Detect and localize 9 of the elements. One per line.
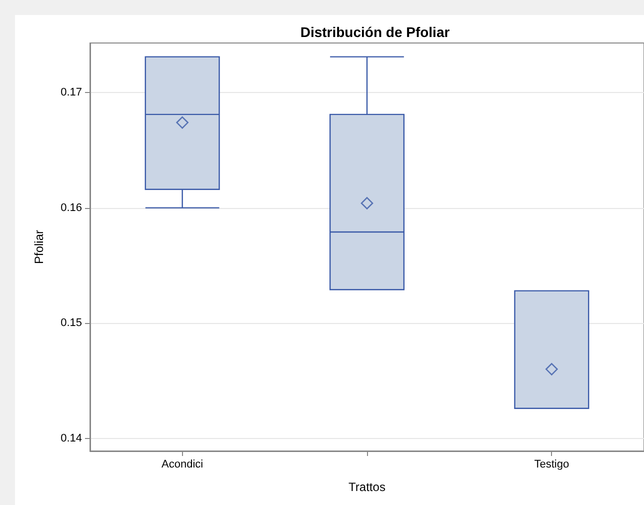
y-tick-label: 0.16 xyxy=(60,202,82,214)
y-axis-title: Pfoliar xyxy=(32,230,46,264)
x-tick-label: Acondici xyxy=(162,458,204,470)
chart-title: Distribución de Pfoliar xyxy=(300,24,450,40)
y-tick-label: 0.14 xyxy=(60,432,82,444)
y-tick-label: 0.17 xyxy=(60,86,82,99)
x-axis-title: Trattos xyxy=(348,480,386,494)
x-tick-label: Testigo xyxy=(534,458,570,470)
y-tick-label: 0.15 xyxy=(60,317,82,330)
